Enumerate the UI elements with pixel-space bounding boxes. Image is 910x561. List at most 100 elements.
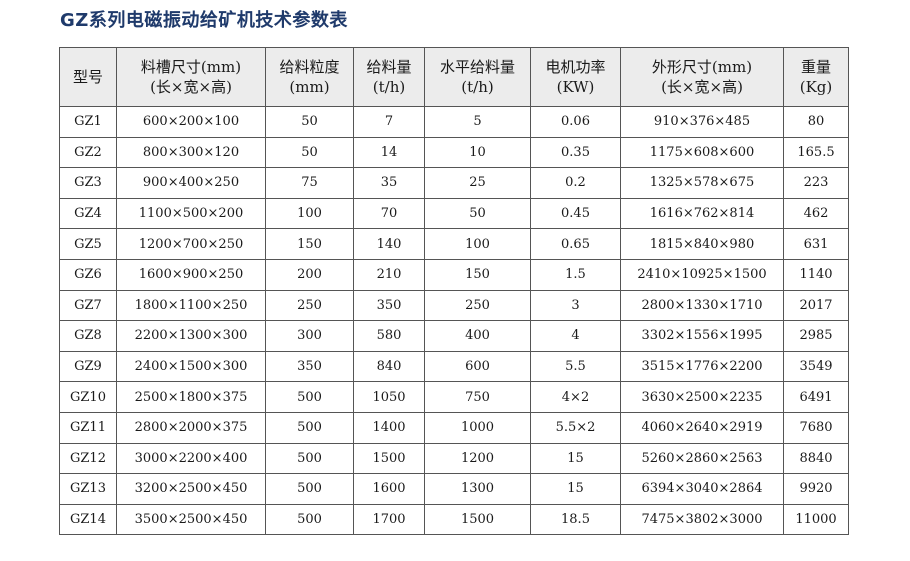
cell-motor-power: 4×2 [530, 381, 621, 413]
table-row: GZ11 2800×2000×375 500 1400 1000 5.5×2 4060×26… [59, 411, 849, 444]
header-trough-size: 料槽尺寸(mm) (长×宽×高) [116, 47, 266, 107]
table-row: GZ1 600×200×100 50 7 5 0.06 910×376×485 80 [59, 106, 849, 138]
cell-feed-size: 250 [265, 289, 354, 322]
cell-feed-rate: 35 [353, 167, 425, 199]
cell-horizontal-feed-rate: 25 [424, 167, 531, 199]
cell-model: GZ12 [59, 442, 117, 475]
cell-horizontal-feed-rate: 750 [424, 381, 531, 413]
cell-motor-power: 0.65 [530, 228, 621, 260]
table-row: GZ10 2500×1800×375 500 1050 750 4×2 3630×2500×… [59, 381, 849, 413]
cell-feed-size: 50 [265, 136, 354, 169]
cell-motor-power: 5.5×2 [530, 411, 621, 444]
cell-overall-size: 910×376×485 [620, 106, 784, 138]
cell-feed-rate: 350 [353, 289, 425, 322]
cell-overall-size: 4060×2640×2919 [620, 411, 784, 444]
cell-horizontal-feed-rate: 1000 [424, 411, 531, 444]
cell-trough-size: 3000×2200×400 [116, 442, 266, 475]
table-header: 型号 料槽尺寸(mm) (长×宽×高) 给料粒度 (mm) 给料量 (t/h) … [59, 47, 849, 107]
cell-model: GZ9 [59, 350, 117, 383]
cell-motor-power: 5.5 [530, 350, 621, 383]
table-row: GZ12 3000×2200×400 500 1500 1200 15 5260×2860×… [59, 442, 849, 475]
cell-weight: 1140 [783, 258, 849, 291]
cell-feed-rate: 140 [353, 228, 425, 260]
cell-feed-rate: 70 [353, 197, 425, 230]
header-label: 重量 [800, 58, 831, 76]
table-row: GZ7 1800×1100×250 250 350 250 3 2800×1330×1710… [59, 289, 849, 322]
cell-feed-rate: 580 [353, 320, 425, 352]
cell-trough-size: 1200×700×250 [116, 228, 266, 260]
cell-weight: 6491 [783, 381, 849, 413]
cell-trough-size: 800×300×120 [116, 136, 266, 169]
cell-overall-size: 3515×1776×2200 [620, 350, 784, 383]
cell-overall-size: 3630×2500×2235 [620, 381, 784, 413]
cell-horizontal-feed-rate: 100 [424, 228, 531, 260]
header-label: 型号 [72, 68, 103, 86]
cell-motor-power: 1.5 [530, 258, 621, 291]
cell-model: GZ7 [59, 289, 117, 322]
cell-horizontal-feed-rate: 600 [424, 350, 531, 383]
table-row: GZ8 2200×1300×300 300 580 400 4 3302×1556×1995… [59, 320, 849, 352]
cell-trough-size: 2500×1800×375 [116, 381, 266, 413]
cell-motor-power: 15 [530, 473, 621, 505]
cell-weight: 9920 [783, 473, 849, 505]
cell-feed-rate: 1700 [353, 503, 425, 536]
cell-overall-size: 6394×3040×2864 [620, 473, 784, 505]
cell-overall-size: 1815×840×980 [620, 228, 784, 260]
cell-model: GZ11 [59, 411, 117, 444]
cell-trough-size: 3200×2500×450 [116, 473, 266, 505]
cell-feed-size: 150 [265, 228, 354, 260]
header-label: 电机功率 [545, 58, 606, 76]
cell-horizontal-feed-rate: 250 [424, 289, 531, 322]
cell-feed-size: 500 [265, 503, 354, 536]
table-body: GZ1 600×200×100 50 7 5 0.06 910×376×485 80 GZ2 80… [59, 106, 849, 536]
cell-feed-size: 500 [265, 411, 354, 444]
spec-table: 型号 料槽尺寸(mm) (长×宽×高) 给料粒度 (mm) 给料量 (t/h) … [59, 47, 849, 536]
cell-motor-power: 0.35 [530, 136, 621, 169]
cell-overall-size: 3302×1556×1995 [620, 320, 784, 352]
header-unit: (t/h) [461, 78, 494, 96]
cell-feed-size: 500 [265, 473, 354, 505]
cell-motor-power: 0.06 [530, 106, 621, 138]
cell-horizontal-feed-rate: 1300 [424, 473, 531, 505]
cell-model: GZ10 [59, 381, 117, 413]
cell-weight: 462 [783, 197, 849, 230]
cell-feed-size: 75 [265, 167, 354, 199]
header-label: 给料粒度 [279, 58, 340, 76]
cell-feed-rate: 210 [353, 258, 425, 291]
cell-weight: 7680 [783, 411, 849, 444]
table-row: GZ9 2400×1500×300 350 840 600 5.5 3515×1776×22… [59, 350, 849, 383]
cell-feed-rate: 7 [353, 106, 425, 138]
cell-overall-size: 1175×608×600 [620, 136, 784, 169]
table-row: GZ5 1200×700×250 150 140 100 0.65 1815×840×980… [59, 228, 849, 260]
header-unit: (KW) [556, 78, 595, 96]
cell-model: GZ2 [59, 136, 117, 169]
cell-overall-size: 2410×10925×1500 [620, 258, 784, 291]
cell-horizontal-feed-rate: 1500 [424, 503, 531, 536]
cell-feed-size: 100 [265, 197, 354, 230]
header-label: 给料量 [366, 58, 412, 76]
cell-motor-power: 15 [530, 442, 621, 475]
cell-weight: 631 [783, 228, 849, 260]
cell-feed-rate: 1050 [353, 381, 425, 413]
cell-overall-size: 5260×2860×2563 [620, 442, 784, 475]
cell-model: GZ4 [59, 197, 117, 230]
header-unit: (Kg) [799, 78, 833, 96]
cell-model: GZ8 [59, 320, 117, 352]
header-motor-power: 电机功率 (KW) [530, 47, 621, 107]
header-horizontal-feed-rate: 水平给料量 (t/h) [424, 47, 531, 107]
cell-trough-size: 600×200×100 [116, 106, 266, 138]
cell-overall-size: 1325×578×675 [620, 167, 784, 199]
header-overall-size: 外形尺寸(mm) (长×宽×高) [620, 47, 784, 107]
cell-model: GZ1 [59, 106, 117, 138]
cell-overall-size: 1616×762×814 [620, 197, 784, 230]
cell-feed-rate: 14 [353, 136, 425, 169]
table-row: GZ13 3200×2500×450 500 1600 1300 15 6394×3040×… [59, 473, 849, 505]
header-unit: (t/h) [372, 78, 406, 96]
cell-model: GZ5 [59, 228, 117, 260]
table-row: GZ4 1100×500×200 100 70 50 0.45 1616×762×814 46… [59, 197, 849, 230]
cell-feed-size: 500 [265, 381, 354, 413]
cell-model: GZ6 [59, 258, 117, 291]
header-label: 料槽尺寸(mm) [140, 58, 242, 76]
cell-model: GZ13 [59, 473, 117, 505]
cell-weight: 2017 [783, 289, 849, 322]
